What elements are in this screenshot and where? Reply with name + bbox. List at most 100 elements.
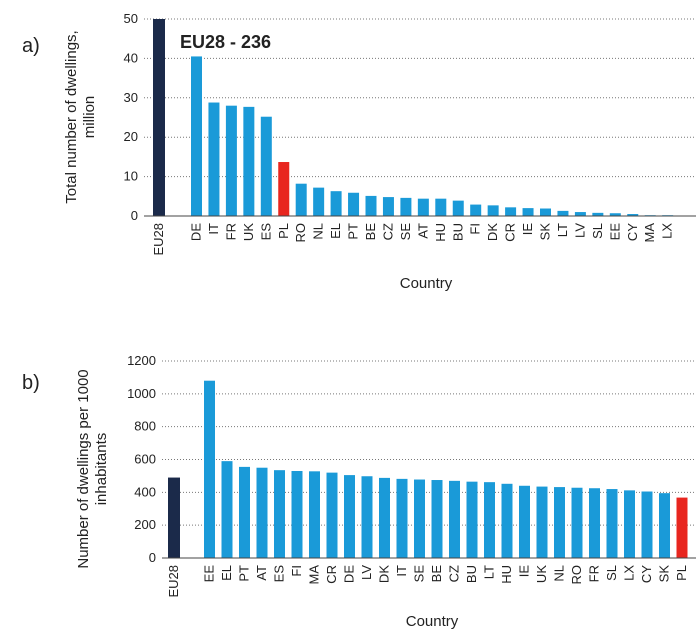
bar-fr: [225, 105, 237, 216]
bar-ro: [571, 487, 583, 558]
x-tick-label-eu28: EU28: [151, 223, 166, 256]
bar-fi: [470, 204, 482, 216]
bar-cz: [382, 197, 394, 216]
x-tick-label-ee: EE: [202, 565, 217, 583]
y-tick-label: 1200: [127, 353, 156, 368]
x-tick-label-es: ES: [258, 223, 273, 241]
bar-lv: [361, 476, 373, 558]
y-tick-label: 10: [124, 169, 138, 184]
panel-b-xlabel: Country: [406, 613, 459, 630]
x-tick-label-lv: LV: [359, 565, 374, 580]
bar-sk: [540, 208, 551, 216]
bar-ma: [309, 471, 320, 558]
x-tick-label-be: BE: [429, 565, 444, 583]
x-tick-label-lt: LT: [555, 223, 570, 237]
bar-ro: [295, 183, 307, 216]
bar-de: [191, 56, 202, 217]
x-tick-label-hu: HU: [499, 565, 514, 584]
panel-b-ylabel-line1: Number of dwellings per 1000: [75, 369, 92, 568]
bar-cr: [326, 472, 338, 558]
bar-pl: [278, 162, 290, 216]
x-tick-label-at: AT: [254, 565, 269, 581]
x-tick-label-dk: DK: [485, 223, 500, 241]
x-tick-label-ro: RO: [569, 565, 584, 585]
panel-a-xlabel: Country: [400, 275, 453, 292]
x-tick-label-uk: UK: [534, 565, 549, 583]
bar-at: [256, 467, 268, 558]
x-tick-label-el: EL: [328, 223, 343, 239]
bar-be: [365, 195, 377, 216]
bar-cy: [641, 491, 653, 558]
panel-b-ylabel-line2: inhabitants: [93, 433, 110, 506]
x-tick-label-ee: EE: [607, 223, 622, 241]
bar-bu: [452, 200, 464, 216]
y-tick-label: 0: [149, 550, 156, 565]
x-tick-label-es: ES: [272, 565, 287, 583]
bar-pt: [239, 466, 250, 558]
panel-a-x-ticks: EU28 DE IT FR UK ES PL RO NL EL PT BE CZ SE AT HU BU FI DK…: [151, 223, 675, 256]
panel-b-y-ticks: 0 200 400 600 800 1000 1200: [127, 353, 156, 565]
x-tick-label-it: IT: [206, 223, 221, 235]
x-tick-label-lt: LT: [482, 565, 497, 579]
bar-sk: [659, 493, 670, 558]
bar-ee: [609, 213, 621, 216]
x-tick-label-ie: IE: [517, 565, 532, 578]
x-tick-label-cy: CY: [625, 223, 640, 241]
bar-fr: [589, 488, 600, 558]
x-tick-label-de: DE: [342, 565, 357, 583]
y-tick-label: 400: [134, 484, 156, 499]
x-tick-label-ro: RO: [293, 223, 308, 243]
y-tick-label: 600: [134, 452, 156, 467]
x-tick-label-pl: PL: [276, 223, 291, 239]
bar-cr: [505, 207, 517, 216]
x-tick-label-nl: NL: [311, 223, 326, 240]
x-tick-label-sk: SK: [538, 223, 553, 241]
bar-se: [414, 479, 425, 558]
panel-a: a) Total number of dwellings, million Co…: [22, 11, 696, 292]
x-tick-label-lv: LV: [572, 223, 587, 238]
bar-it: [208, 102, 220, 216]
bar-sl: [592, 212, 604, 216]
x-tick-label-sl: SL: [604, 565, 619, 581]
bar-at: [417, 198, 429, 216]
x-tick-label-se: SE: [398, 223, 413, 241]
x-tick-label-uk: UK: [241, 223, 256, 241]
panel-a-ylabel-line2: million: [81, 96, 98, 139]
x-tick-label-hu: HU: [433, 223, 448, 242]
bar-ee: [204, 380, 215, 558]
bar-sl: [606, 489, 618, 558]
panel-b: b) Number of dwellings per 1000 inhabita…: [22, 353, 696, 630]
y-tick-label: 20: [124, 129, 138, 144]
bar-pt: [348, 192, 360, 216]
bar-hu: [435, 198, 447, 216]
x-tick-label-pt: PT: [346, 223, 361, 240]
bar-dk: [487, 205, 499, 216]
x-tick-label-lx: LX: [660, 223, 675, 239]
panel-a-bars: [153, 19, 674, 217]
bar-lt: [557, 210, 569, 216]
x-tick-label-se: SE: [412, 565, 427, 583]
bar-lv: [574, 212, 586, 216]
bar-ie: [522, 208, 534, 216]
panel-a-y-ticks: 0 10 20 30 40 50: [124, 11, 138, 223]
bar-es: [260, 116, 272, 216]
y-tick-label: 40: [124, 50, 138, 65]
x-tick-label-fi: FI: [468, 223, 483, 235]
x-tick-label-cz: CZ: [447, 565, 462, 582]
bar-lx: [624, 490, 635, 558]
panel-a-ylabel-line1: Total number of dwellings,: [63, 30, 80, 203]
y-tick-label: 50: [124, 11, 138, 26]
y-tick-label: 0: [131, 208, 138, 223]
bar-pl: [676, 497, 688, 558]
x-tick-label-eu28: EU28: [166, 565, 181, 598]
x-tick-label-cy: CY: [639, 565, 654, 583]
x-tick-label-ma: MA: [307, 565, 322, 585]
bar-bu: [466, 481, 478, 558]
bar-hu: [501, 483, 513, 558]
y-tick-label: 1000: [127, 386, 156, 401]
bar-cy: [627, 214, 639, 216]
x-tick-label-it: IT: [394, 565, 409, 577]
bar-nl: [554, 487, 565, 558]
bar-es: [274, 470, 285, 558]
